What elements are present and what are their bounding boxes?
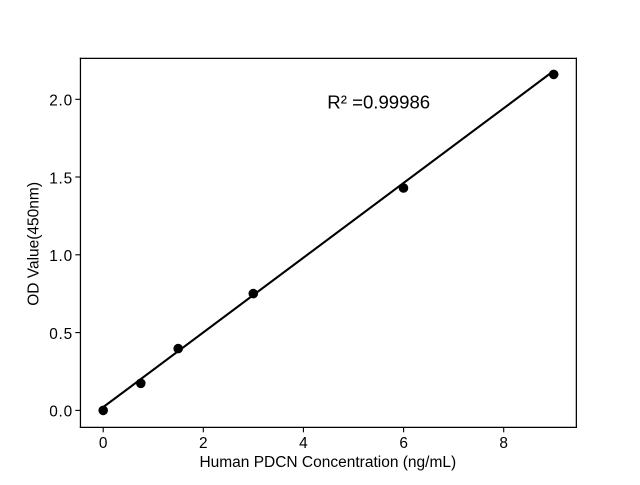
svg-text:1.0: 1.0: [49, 248, 73, 265]
svg-text:0.0: 0.0: [49, 404, 73, 421]
svg-text:OD Value(450nm): OD Value(450nm): [26, 182, 43, 306]
svg-text:R² =0.99986: R² =0.99986: [327, 91, 430, 112]
svg-text:0.5: 0.5: [49, 326, 73, 343]
svg-text:2: 2: [199, 435, 208, 452]
svg-text:6: 6: [399, 435, 408, 452]
svg-text:4: 4: [299, 435, 308, 452]
svg-text:Human PDCN Concentration (ng/m: Human PDCN Concentration (ng/mL): [199, 454, 456, 471]
svg-text:8: 8: [499, 435, 508, 452]
svg-text:2.0: 2.0: [49, 93, 73, 110]
svg-text:1.5: 1.5: [49, 170, 73, 187]
svg-text:0: 0: [99, 435, 108, 452]
